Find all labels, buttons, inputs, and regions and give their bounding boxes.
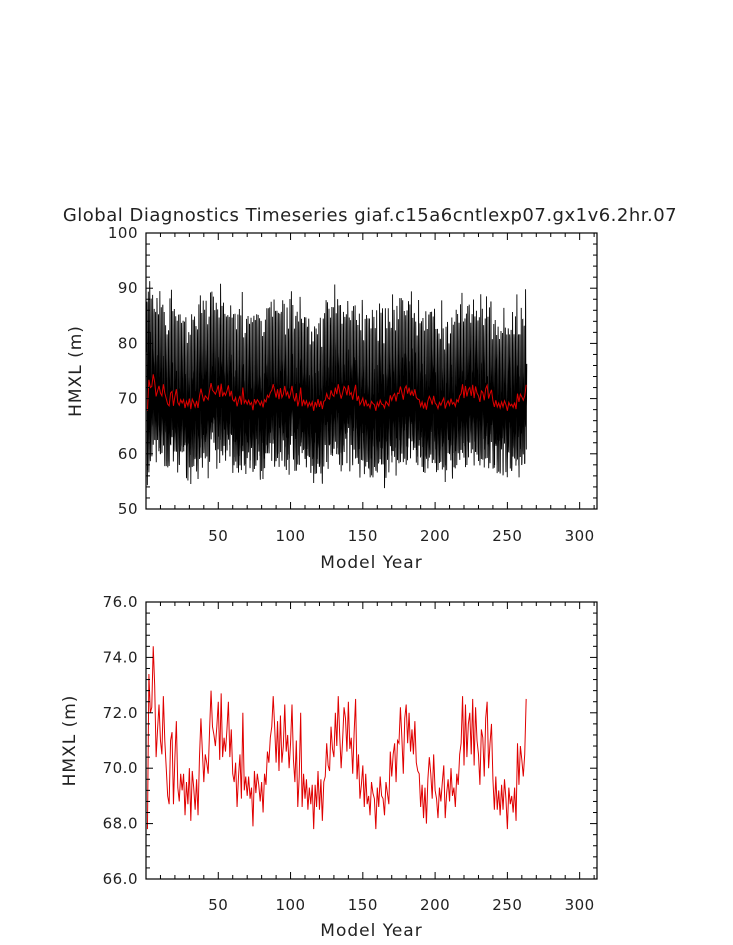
x-tick-label: 200	[420, 527, 450, 545]
y-tick-label: 76.0	[103, 593, 138, 611]
y-tick-label: 70	[118, 390, 138, 408]
annual-mean-line-bottom	[146, 646, 527, 830]
plot-frame	[145, 232, 598, 510]
plot-frame	[145, 601, 598, 880]
monthly-series-path	[146, 281, 528, 489]
x-tick-label: 300	[565, 527, 595, 545]
bottom-panel: 50 100 150 200 250 300 66.0 68.0 70.0 72.0 74.0 76.…	[60, 593, 598, 941]
chart-title: Global Diagnostics Timeseries giaf.c15a6…	[63, 205, 677, 226]
x-tick-label: 300	[565, 896, 595, 914]
bottom-axes	[145, 601, 598, 880]
y-tick-label: 60	[118, 445, 138, 463]
y-tick-label: 80	[118, 334, 138, 352]
y-tick-label: 72.0	[103, 704, 138, 722]
y-tick-label: 100	[108, 224, 138, 242]
top-panel: 50 100 150 200 250 300 50 60 70 80 90 100 Model Yea…	[66, 224, 598, 573]
top-x-axis-label: Model Year	[320, 553, 422, 573]
bottom-tick-labels: 50 100 150 200 250 300 66.0 68.0 70.0 72.0 74.0 76.…	[103, 593, 595, 914]
top-axes	[145, 232, 598, 510]
x-tick-label: 200	[420, 896, 450, 914]
bottom-x-axis-label: Model Year	[320, 921, 422, 941]
y-tick-label: 70.0	[103, 759, 138, 777]
bottom-y-axis-label: HMXL (m)	[60, 695, 80, 787]
annual-mean-path	[146, 646, 527, 830]
y-tick-label: 74.0	[103, 648, 138, 666]
annual-mean-path	[146, 374, 527, 411]
x-tick-label: 150	[348, 896, 378, 914]
y-tick-label: 50	[118, 500, 138, 518]
top-y-axis-label: HMXL (m)	[66, 325, 86, 417]
y-tick-label: 90	[118, 279, 138, 297]
x-tick-label: 100	[275, 896, 305, 914]
x-tick-label: 50	[208, 896, 228, 914]
monthly-series-line	[146, 281, 528, 489]
top-tick-labels: 50 100 150 200 250 300 50 60 70 80 90 100	[108, 224, 595, 545]
x-tick-label: 150	[348, 527, 378, 545]
x-tick-label: 50	[208, 527, 228, 545]
y-tick-label: 68.0	[103, 815, 138, 833]
annual-mean-line-top	[146, 374, 527, 411]
x-tick-label: 250	[492, 896, 522, 914]
y-tick-label: 66.0	[103, 870, 138, 888]
x-tick-label: 250	[492, 527, 522, 545]
x-tick-label: 100	[275, 527, 305, 545]
